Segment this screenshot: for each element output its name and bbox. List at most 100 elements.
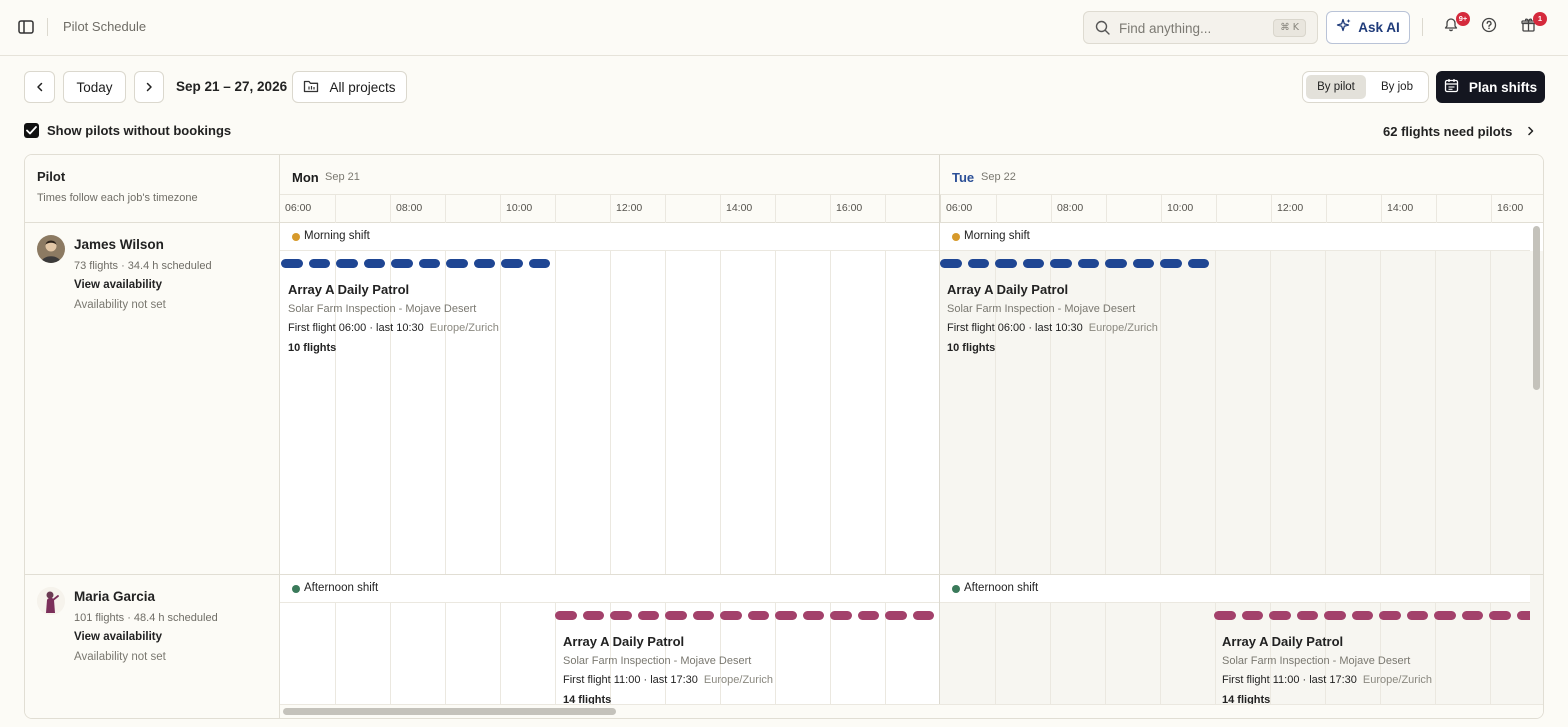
plan-shifts-button[interactable]: Plan shifts — [1436, 71, 1545, 103]
job-title: Array A Daily Patrol — [288, 282, 410, 297]
flight-pill[interactable] — [1187, 259, 1209, 268]
pilot-name: James Wilson — [74, 237, 164, 252]
day-header-tue: Tue Sep 22 — [940, 155, 1543, 195]
flight-pill[interactable] — [885, 611, 907, 620]
flight-pill[interactable] — [995, 259, 1017, 268]
hour-gridline — [720, 251, 721, 704]
top-bar: Pilot Schedule ⌘ K Ask AI 9+ 1 — [0, 0, 1568, 56]
flight-pill[interactable] — [1516, 611, 1530, 620]
hour-cell: 16:00 — [1491, 195, 1543, 223]
flight-pill[interactable] — [1296, 611, 1318, 620]
flight-pill[interactable] — [830, 611, 852, 620]
flight-pill[interactable] — [1105, 259, 1127, 268]
flight-pill[interactable] — [610, 611, 632, 620]
flight-pill[interactable] — [940, 259, 962, 268]
flight-pill[interactable] — [418, 259, 440, 268]
divider — [47, 18, 48, 36]
show-pilots-checkbox[interactable] — [24, 123, 39, 138]
view-toggle: By pilot By job — [1302, 71, 1429, 103]
horizontal-scrollbar[interactable] — [283, 708, 616, 715]
ask-ai-button[interactable]: Ask AI — [1326, 11, 1410, 44]
flight-pill[interactable] — [802, 611, 824, 620]
job-subtitle: Solar Farm Inspection - Mojave Desert — [288, 303, 477, 315]
all-projects-button[interactable]: All projects — [292, 71, 407, 103]
flight-pill[interactable] — [281, 259, 303, 268]
shift-dot — [952, 233, 960, 241]
flight-pill[interactable] — [473, 259, 495, 268]
job-times: First flight 06:00 · last 10:30 Europe/Zu… — [947, 322, 1158, 342]
flight-pill[interactable] — [692, 611, 714, 620]
flight-pill[interactable] — [637, 611, 659, 620]
flight-pill[interactable] — [967, 259, 989, 268]
flight-pill[interactable] — [363, 259, 385, 268]
hour-gridline — [1380, 251, 1381, 704]
flight-pill[interactable] — [1406, 611, 1428, 620]
shift-band-tue-james: Morning shift — [940, 223, 1530, 251]
flight-pill[interactable] — [1434, 611, 1456, 620]
vertical-scrollbar[interactable] — [1533, 226, 1540, 390]
previous-week-button[interactable] — [24, 71, 55, 103]
flight-pill[interactable] — [391, 259, 413, 268]
hour-cell: 10:00 — [500, 195, 555, 223]
view-availability-link[interactable]: View availability — [74, 631, 163, 643]
hour-gridline — [1215, 251, 1216, 704]
flight-pill[interactable] — [446, 259, 468, 268]
next-week-button[interactable] — [134, 71, 164, 103]
flight-pill[interactable] — [912, 611, 934, 620]
bell-icon — [1444, 17, 1458, 37]
availability-status: Availability not set — [74, 299, 166, 311]
flight-pill[interactable] — [1050, 259, 1072, 268]
hour-gridline — [1325, 251, 1326, 704]
gift-button[interactable]: 1 — [1517, 12, 1547, 38]
flight-pill[interactable] — [775, 611, 797, 620]
flight-pill[interactable] — [308, 259, 330, 268]
flight-pill[interactable] — [582, 611, 604, 620]
view-availability-link[interactable]: View availability — [74, 279, 163, 291]
flight-pill[interactable] — [528, 259, 550, 268]
search-input[interactable] — [1119, 18, 1269, 38]
show-pilots-without-bookings[interactable]: Show pilots without bookings — [24, 123, 231, 138]
avatar — [37, 587, 65, 615]
flight-pill[interactable] — [857, 611, 879, 620]
flight-pill[interactable] — [1351, 611, 1373, 620]
notifications-button[interactable]: 9+ — [1440, 12, 1470, 38]
job-card[interactable]: Array A Daily Patrol Solar Farm Inspecti… — [1222, 634, 1432, 712]
job-card[interactable]: Array A Daily Patrol Solar Farm Inspecti… — [563, 634, 773, 712]
flight-pill[interactable] — [720, 611, 742, 620]
job-times: First flight 11:00 · last 17:30 Europe/Zu… — [1222, 674, 1432, 694]
flight-pill[interactable] — [336, 259, 358, 268]
today-button[interactable]: Today — [63, 71, 126, 103]
flights-need-pilots-link[interactable]: 62 flights need pilots — [1383, 124, 1535, 139]
shift-label: Morning shift — [964, 230, 1030, 242]
view-by-job-button[interactable]: By job — [1381, 81, 1413, 93]
job-card[interactable]: Array A Daily Patrol Solar Farm Inspecti… — [947, 282, 1158, 360]
flight-pill[interactable] — [1269, 611, 1291, 620]
flight-pill[interactable] — [747, 611, 769, 620]
sidebar-toggle-icon[interactable] — [15, 17, 37, 37]
flight-pill[interactable] — [1489, 611, 1511, 620]
flight-pill[interactable] — [1241, 611, 1263, 620]
flight-pill[interactable] — [555, 611, 577, 620]
flight-pill[interactable] — [1022, 259, 1044, 268]
flight-pill[interactable] — [1324, 611, 1346, 620]
search-box[interactable]: ⌘ K — [1083, 11, 1318, 44]
flight-pill[interactable] — [501, 259, 523, 268]
flight-pill[interactable] — [1379, 611, 1401, 620]
flight-pill[interactable] — [1214, 611, 1236, 620]
flight-pill[interactable] — [1077, 259, 1099, 268]
pilot-row-james-wilson[interactable]: James Wilson 73 flights · 34.4 h schedul… — [25, 223, 280, 575]
job-times-text: First flight 11:00 · last 17:30 — [563, 674, 698, 686]
notifications-badge: 9+ — [1456, 12, 1470, 26]
flight-pill[interactable] — [665, 611, 687, 620]
shift-band-mon-maria: Afternoon shift — [280, 575, 939, 603]
view-by-pilot-button[interactable]: By pilot — [1306, 75, 1366, 99]
job-title: Array A Daily Patrol — [1222, 634, 1344, 649]
flight-pill[interactable] — [1160, 259, 1182, 268]
pilot-row-maria-garcia[interactable]: Maria Garcia 101 flights · 48.4 h schedu… — [25, 575, 280, 718]
hour-cell: 16:00 — [830, 195, 885, 223]
job-card[interactable]: Array A Daily Patrol Solar Farm Inspecti… — [288, 282, 499, 360]
flight-pill[interactable] — [1132, 259, 1154, 268]
flight-pill[interactable] — [1461, 611, 1483, 620]
hour-cell — [1216, 195, 1271, 223]
help-button[interactable] — [1478, 16, 1500, 38]
